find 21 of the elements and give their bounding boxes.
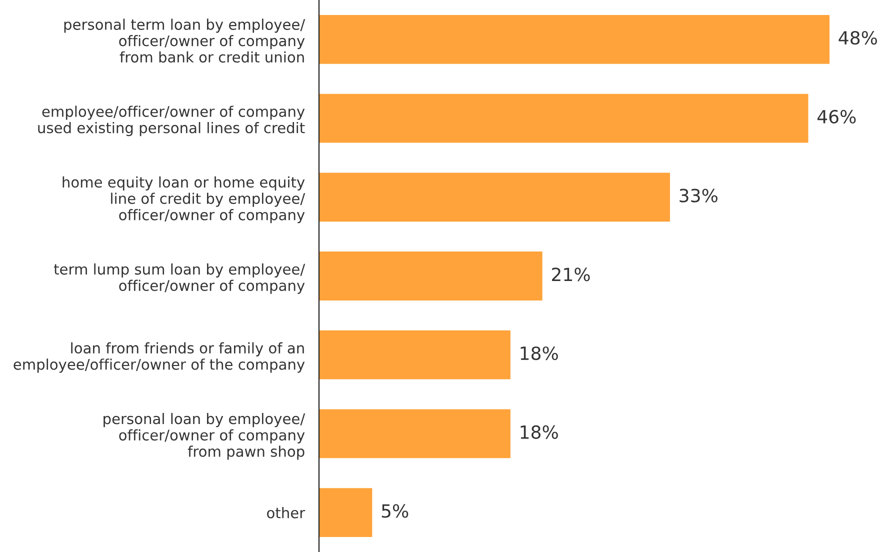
data-label: 18% bbox=[520, 346, 558, 360]
bar bbox=[319, 94, 808, 143]
bar bbox=[319, 488, 372, 538]
y-tick-label: personal loan by employee/ officer/owner of company from pawn shop bbox=[104, 412, 306, 460]
data-label: 21% bbox=[552, 268, 590, 282]
data-label: 5% bbox=[382, 504, 408, 518]
y-tick-label: loan from friends or family of an employee/officer/owner of the company bbox=[14, 342, 305, 373]
y-tick-label: employee/officer/owner of company used existing personal lines of credit bbox=[38, 106, 305, 136]
bar bbox=[319, 330, 510, 380]
data-label: 18% bbox=[520, 425, 558, 439]
bar bbox=[319, 14, 830, 64]
bar bbox=[319, 172, 670, 222]
data-label: 46% bbox=[817, 110, 856, 124]
y-tick-label: term lump sum loan by employee/ officer/owner of company bbox=[54, 263, 306, 294]
y-tick-label: personal term loan by employee/ officer/owner of company from bank or credit union bbox=[64, 18, 306, 63]
y-tick-label: other bbox=[267, 507, 306, 518]
bar bbox=[319, 252, 542, 300]
data-label: 33% bbox=[680, 188, 718, 202]
data-label: 48% bbox=[838, 31, 877, 45]
y-tick-label: home equity loan or home equity line of credit by employee/ officer/owner of company bbox=[62, 176, 306, 224]
bar bbox=[319, 409, 510, 458]
